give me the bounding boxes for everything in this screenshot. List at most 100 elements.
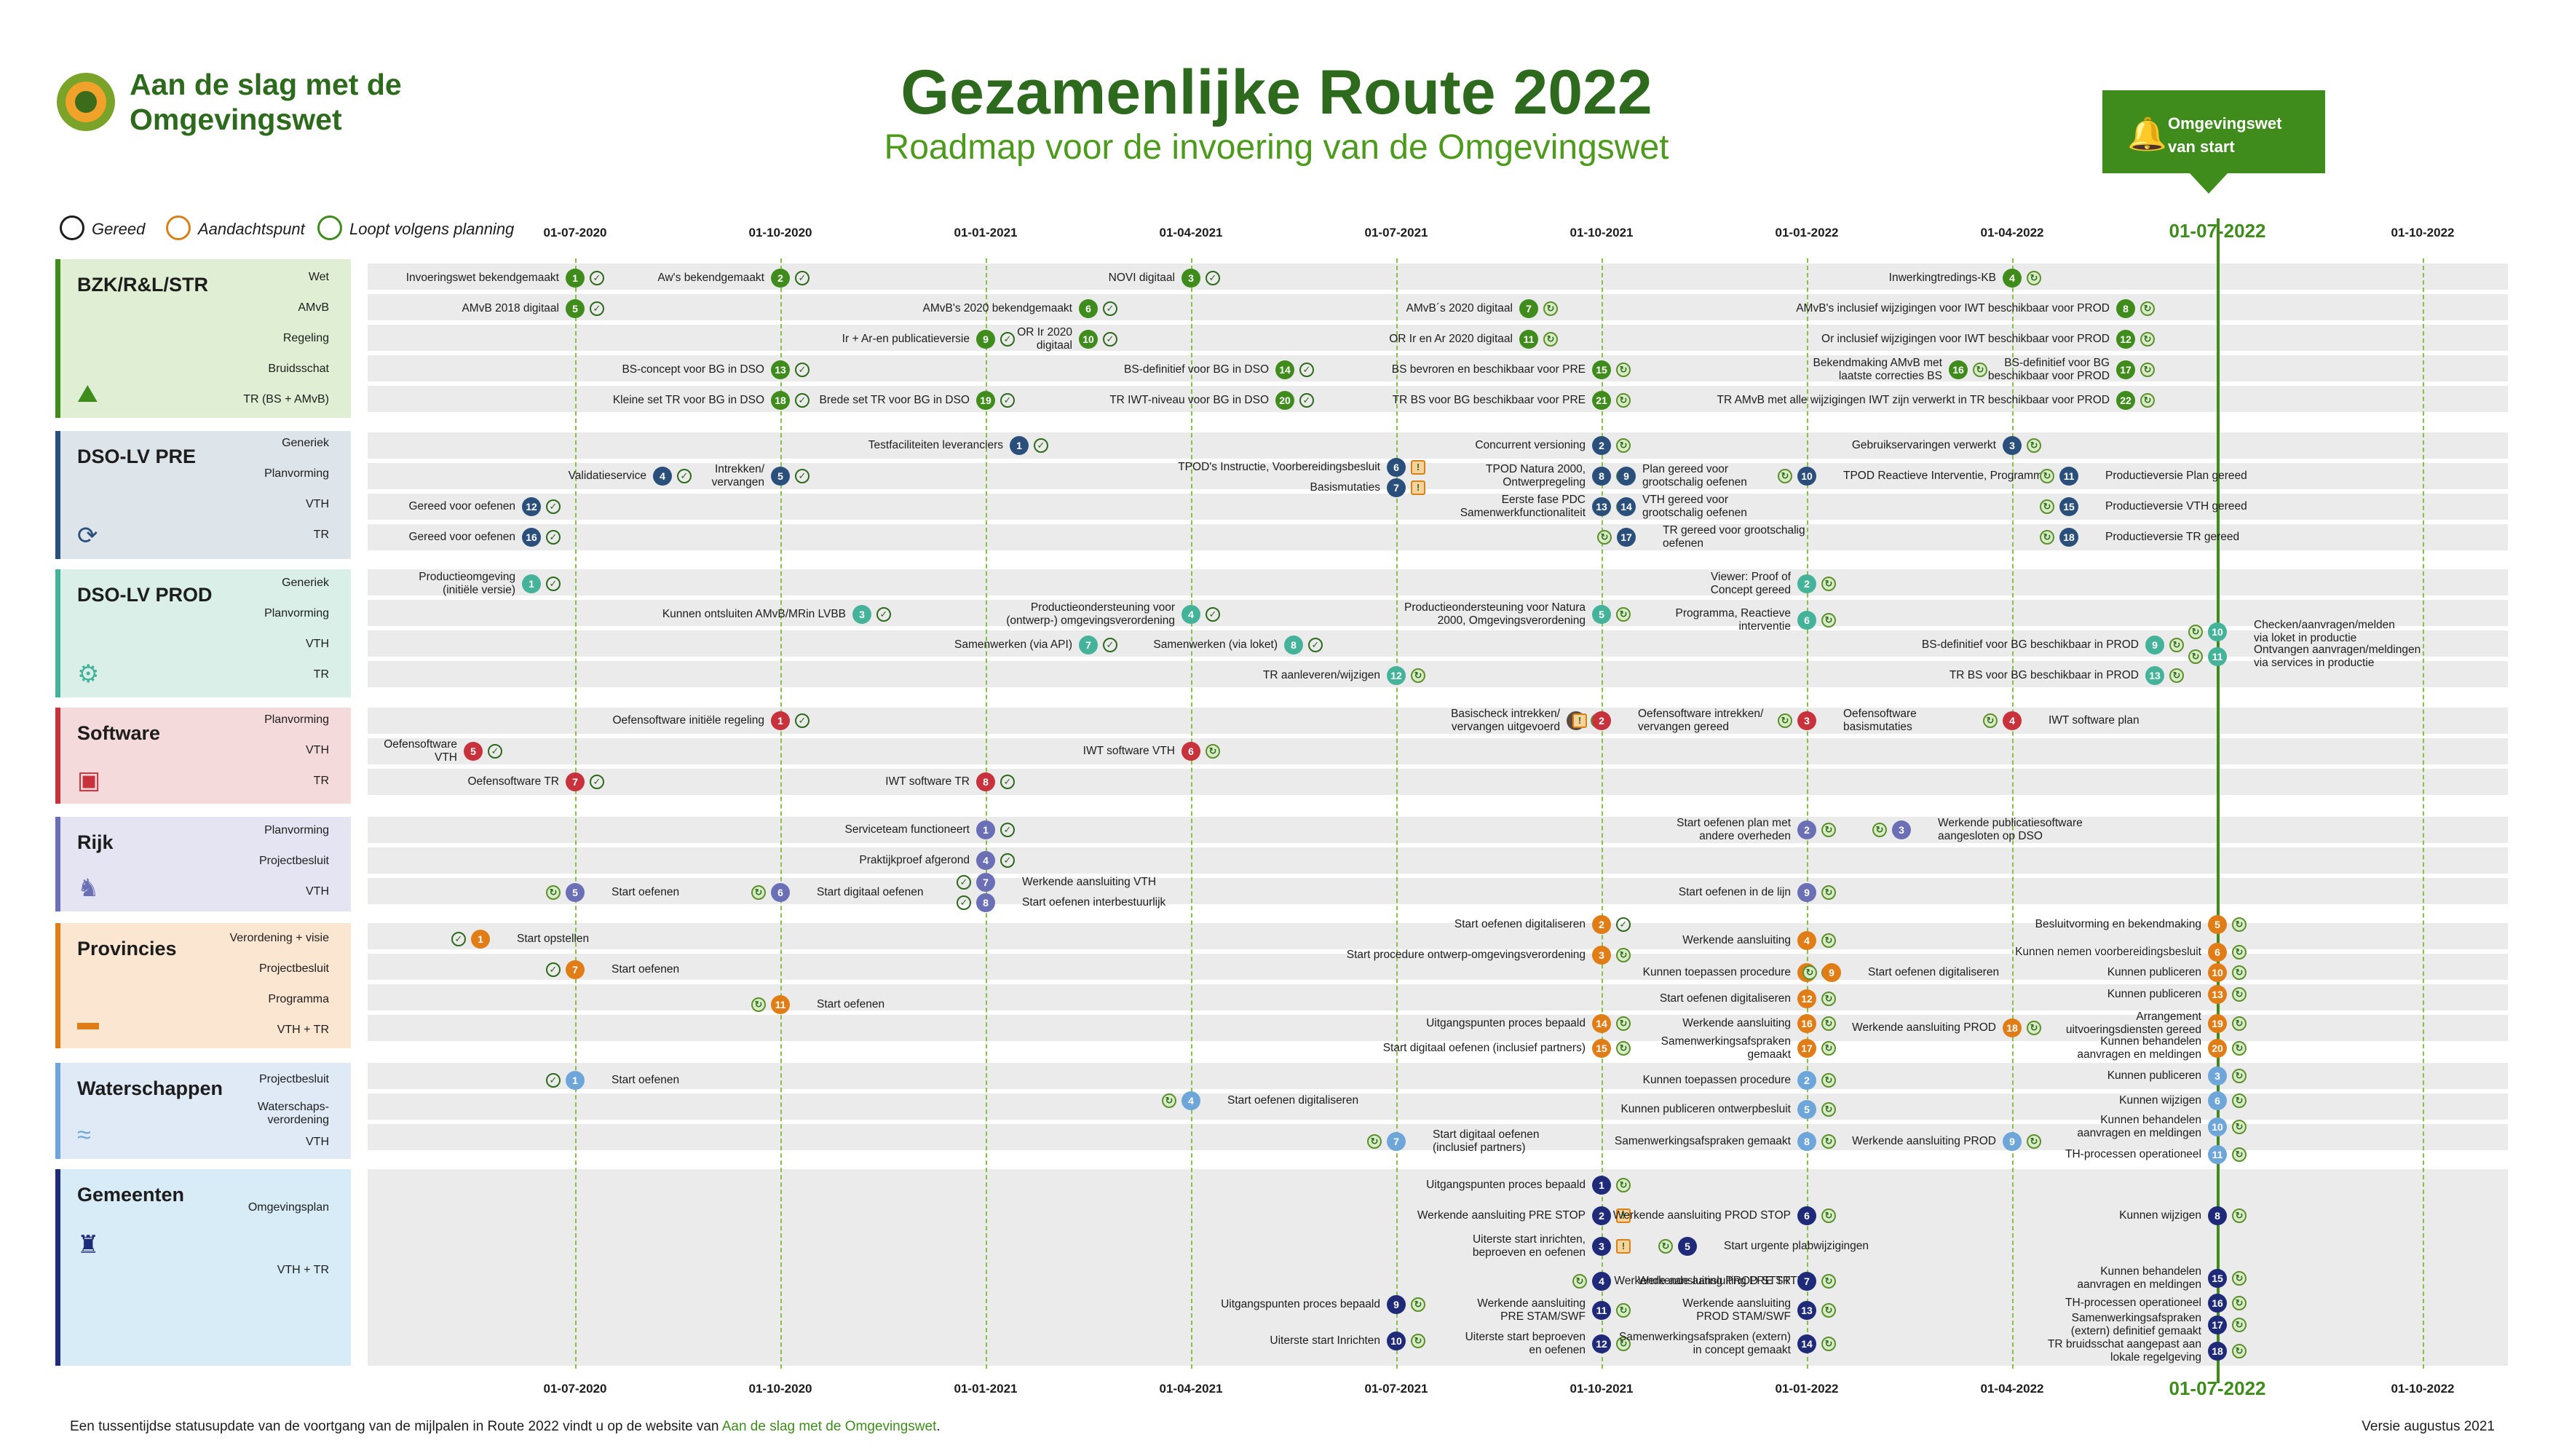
planning-icon: ↻	[2232, 1147, 2247, 1162]
milestone-label-group: Samenwerken (via loket)	[1153, 638, 1278, 652]
planning-icon: ↻	[2232, 1120, 2247, 1134]
milestone-label: Werkende aansluiting PRE STTR	[1638, 1275, 1805, 1287]
page-subtitle: Roadmap voor de invoering van de Omgevin…	[884, 128, 1669, 167]
milestone-label-group: Bekendmaking AMvB met laatste correcties …	[1813, 357, 1942, 383]
milestone-label: Kunnen toepassen procedure	[1642, 1074, 1791, 1086]
planning-icon: ↻	[1572, 1274, 1587, 1289]
milestone-label-group: Start oefenen	[817, 998, 884, 1011]
milestone-number: 13	[2145, 666, 2164, 685]
sub-track-label: Projectbesluit	[258, 962, 329, 975]
milestone-label: Start oefenen interbestuurlijk	[1022, 896, 1166, 909]
planning-icon: ↻	[1367, 1134, 1382, 1149]
check-icon: ✓	[876, 607, 891, 622]
milestone-number: 8	[1592, 467, 1611, 486]
category-bzk: BZK/R&L/STR ⛰	[55, 259, 351, 418]
milestone-label-group: Start urgente plabwijzigingen	[1724, 1240, 1869, 1253]
milestone-number: 13	[1592, 497, 1611, 516]
milestone-label: AMvB´s 2020 digitaal	[1406, 302, 1513, 314]
milestone-label: via loket in productie	[2254, 632, 2357, 644]
timeline-row	[368, 432, 2508, 459]
milestone-label: BS-definitief voor BG in DSO	[1124, 363, 1269, 376]
warning-icon: !	[1616, 1208, 1631, 1223]
milestone-label: Praktijkproef afgerond	[859, 854, 970, 866]
milestone-label-group: Gereed voor oefenen	[409, 500, 516, 513]
milestone-label: Uiterste start inrichten,	[1472, 1233, 1586, 1246]
cycle-icon: ⟳	[77, 522, 98, 550]
legend-done: Gereed	[92, 220, 146, 238]
milestone-number: 4	[2003, 711, 2022, 730]
milestone-label: Serviceteam functioneert	[844, 823, 970, 836]
milestone-label-group: Arrangement uitvoeringsdiensten gereed	[2066, 1010, 2201, 1037]
planning-icon: ↻	[1973, 363, 1987, 377]
milestone-label: Gereed voor oefenen	[408, 500, 516, 513]
milestone-label: PRE STAM/SWF	[1500, 1310, 1586, 1323]
milestone-label: Kunnen ontsluiten AMvB/MRin LVBB	[662, 608, 846, 620]
date-bottom: 01-01-2022	[1775, 1382, 1839, 1396]
planning-icon: ↻	[2027, 1021, 2041, 1035]
milestone-label-group: Start procedure ontwerp-omgevingsverorde…	[1347, 949, 1586, 962]
check-icon: ✓	[1299, 363, 1314, 377]
milestone-number: 4	[1797, 931, 1816, 950]
milestone-label: Viewer: Proof of	[1711, 571, 1791, 583]
milestone-label: TR IWT-niveau voor BG in DSO	[1109, 394, 1269, 406]
milestone-label-group: Kunnen behandelen aanvragen en meldingen	[2077, 1265, 2201, 1291]
timeline-row	[368, 524, 2508, 550]
sub-track-label: VTH	[306, 1136, 329, 1148]
planning-icon: ↻	[2140, 393, 2155, 408]
milestone-number: 1	[471, 930, 490, 949]
milestone-label: Productieondersteuning voor Natura	[1404, 601, 1586, 614]
milestone-label-group: Werkende aansluiting VTH	[1022, 876, 1156, 889]
milestone-number: 15	[2059, 497, 2078, 516]
milestone-label: Checken/aanvragen/melden	[2254, 619, 2395, 631]
milestone-label: TR AMvB met alle wijzigingen IWT zijn ve…	[1717, 394, 2110, 406]
milestone-label: Ontvangen aanvragen/meldingen	[2254, 644, 2421, 656]
milestone-label: Samenwerken (via API)	[954, 638, 1072, 651]
milestone-number: 6	[1181, 742, 1200, 761]
milestone-label: Bekendmaking AMvB met	[1813, 357, 1942, 369]
milestone-label: TR BS voor BG beschikbaar voor PRE	[1392, 394, 1586, 406]
planning-icon: ↻	[1411, 1297, 1425, 1312]
milestone-label-group: Basismutaties	[1310, 481, 1380, 494]
check-icon: ✓	[488, 744, 502, 759]
planning-icon: ↻	[1162, 1093, 1176, 1108]
milestone-label-group: BS bevroren en beschikbaar voor PRE	[1392, 363, 1586, 376]
sub-track-label: Projectbesluit	[258, 1073, 329, 1085]
milestone-number: 2	[1592, 711, 1611, 730]
milestone-label-group: Werkende aansluiting PROD STOP	[1613, 1209, 1791, 1222]
milestone-number: 18	[2003, 1018, 2022, 1037]
milestone-number: 7	[566, 772, 585, 791]
sub-track-label: TR	[313, 529, 329, 541]
milestone-number: 4	[976, 851, 995, 870]
bell-icon: 🔔	[2127, 116, 2167, 152]
planning-icon: ↻	[1778, 469, 1792, 483]
planning-icon: ↻	[2040, 499, 2054, 514]
milestone-label-group: Or inclusief wijzigingen voor IWT beschi…	[1821, 333, 2110, 346]
milestone-number: 3	[2208, 1067, 2227, 1085]
timeline-row	[368, 494, 2508, 520]
milestone-label-group: Start oefenen digitaliseren	[1660, 992, 1791, 1005]
planning-icon: ↻	[1821, 933, 1836, 948]
milestone-label-group: Start oefenen digitaliseren	[1454, 918, 1586, 931]
milestone-label: TR BS voor BG beschikbaar in PROD	[1949, 669, 2139, 681]
planning-icon: ↻	[2027, 438, 2041, 453]
sign-icon: ▬	[77, 1010, 99, 1034]
milestone-label-group: Validatieservice	[569, 470, 646, 483]
date-top: 01-10-2020	[748, 226, 812, 240]
milestone-label: IWT software VTH	[1082, 745, 1175, 757]
milestone-number: 8	[2116, 299, 2135, 318]
milestone-label: 2000, Omgevingsverordening	[1437, 614, 1586, 627]
milestone-label: OR Ir 2020	[1017, 326, 1072, 339]
footer-link[interactable]: Aan de slag met de Omgevingswet	[721, 1419, 937, 1434]
planning-icon: ↻	[1616, 607, 1631, 622]
milestone-number: 7	[1387, 478, 1406, 497]
milestone-label: beschikbaar voor PROD	[1987, 370, 2110, 382]
planning-icon: ↻	[1821, 1337, 1836, 1351]
milestone-label: Samenwerken (via loket)	[1153, 638, 1278, 651]
milestone-number: 6	[1079, 299, 1098, 318]
timeline-row	[368, 569, 2508, 596]
planning-icon: ↻	[2232, 1069, 2247, 1083]
milestone-label-group: Kunnen wijzigen	[2119, 1094, 2201, 1107]
milestone-label-group: Kunnen toepassen procedure	[1643, 966, 1791, 979]
date-top: 01-07-2020	[543, 226, 607, 240]
milestone-label-group: TPOD Reactieve Interventie, Programma	[1843, 470, 2049, 483]
